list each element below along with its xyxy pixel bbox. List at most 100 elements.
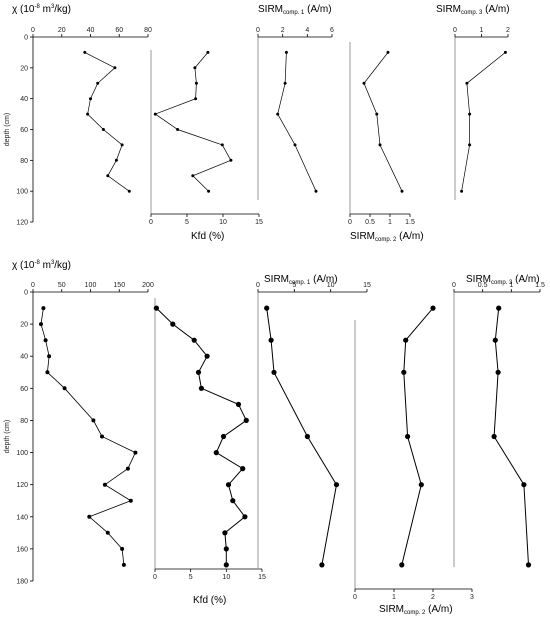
- data-point: [333, 482, 340, 488]
- data-point: [229, 158, 233, 162]
- data-point: [87, 514, 92, 519]
- x-tick-label: 2: [431, 594, 435, 601]
- x-tick-label: 1.5: [535, 282, 545, 289]
- depth-tick-label: 140: [16, 514, 28, 521]
- data-point: [39, 322, 43, 327]
- x-axis-title: SIRMcomp. 2 (A/m): [350, 231, 424, 243]
- x-tick-label: 150: [113, 282, 125, 289]
- x-tick-label: 200: [142, 282, 154, 289]
- data-point: [194, 97, 198, 101]
- data-point: [120, 546, 125, 551]
- x-tick-label: 5: [292, 282, 296, 289]
- depth-tick-label: 180: [16, 579, 28, 586]
- series-line: [154, 52, 232, 192]
- x-tick-label: 3: [470, 594, 474, 601]
- data-point: [220, 433, 227, 440]
- series-line: [461, 52, 506, 192]
- x-tick-label: 20: [58, 27, 66, 34]
- data-point: [468, 112, 472, 116]
- data-point: [41, 306, 46, 311]
- x-tick-label: 1.5: [405, 219, 415, 226]
- x-tick-label: 0.5: [365, 219, 375, 226]
- data-point: [223, 546, 229, 552]
- data-point: [213, 450, 219, 456]
- depth-tick-label: 0: [24, 35, 28, 42]
- data-point: [399, 562, 405, 568]
- data-point: [401, 369, 407, 375]
- data-point: [521, 482, 527, 488]
- x-tick-label: 4: [305, 27, 309, 34]
- data-point: [191, 174, 195, 178]
- x-tick-label: 0: [153, 574, 157, 581]
- data-point: [525, 562, 532, 568]
- depth-tick-label: 100: [16, 450, 28, 457]
- data-point: [47, 354, 52, 359]
- depth-tick-label: 20: [20, 65, 28, 72]
- depth-tick-label: 40: [20, 96, 28, 103]
- series-line: [277, 52, 317, 192]
- x-tick-label: 0: [353, 594, 357, 601]
- data-point: [242, 514, 248, 520]
- data-point: [491, 433, 497, 440]
- data-point: [243, 417, 249, 423]
- data-point: [105, 530, 110, 535]
- depth-axis-label: depth (cm): [4, 420, 11, 453]
- data-point: [400, 189, 404, 193]
- x-axis-title: Kfd (%): [193, 595, 226, 606]
- data-point: [283, 81, 287, 85]
- data-point: [89, 97, 92, 101]
- data-point: [362, 81, 366, 85]
- data-point: [235, 401, 242, 407]
- data-point: [106, 174, 110, 178]
- depth-tick-label: 160: [16, 546, 28, 553]
- data-point: [114, 158, 118, 162]
- data-point: [101, 128, 105, 131]
- x-tick-label: 100: [85, 282, 97, 289]
- data-point: [319, 562, 325, 568]
- x-tick-label: 15: [255, 219, 263, 226]
- x-axis-title: SIRMcomp. 1 (A/m): [258, 4, 332, 16]
- data-point: [191, 337, 197, 343]
- depth-tick-label: 80: [20, 418, 28, 425]
- data-point: [83, 50, 87, 54]
- x-axis-title: SIRMcomp. 3 (A/m): [466, 274, 540, 286]
- data-point: [386, 50, 390, 54]
- depth-tick-label: 60: [20, 127, 28, 134]
- data-point: [176, 128, 180, 131]
- x-axis-title: χ (10-8 m3/kg): [12, 260, 71, 271]
- data-point: [96, 81, 100, 85]
- x-tick-label: 60: [115, 27, 123, 34]
- depth-axis-label: depth (cm): [4, 113, 11, 146]
- data-point: [496, 305, 502, 311]
- x-tick-label: 0: [452, 282, 456, 289]
- data-point: [193, 66, 197, 70]
- data-point: [220, 143, 224, 147]
- data-point: [127, 189, 131, 193]
- x-tick-label: 0: [453, 27, 457, 34]
- data-point: [204, 353, 210, 359]
- data-point: [468, 143, 472, 147]
- x-tick-label: 0.5: [478, 282, 488, 289]
- x-tick-label: 10: [219, 219, 227, 226]
- x-axis-title: Kfd (%): [191, 231, 224, 242]
- data-point: [271, 369, 277, 375]
- x-tick-label: 5: [185, 219, 189, 226]
- data-point: [492, 337, 498, 343]
- depth-tick-label: 120: [16, 482, 28, 489]
- data-point: [268, 337, 274, 343]
- data-point: [100, 434, 104, 439]
- x-axis-title: SIRMcomp. 2 (A/m): [379, 604, 453, 616]
- x-tick-label: 0: [348, 219, 352, 226]
- data-point: [222, 530, 228, 536]
- data-point: [465, 81, 469, 85]
- series-line: [363, 52, 403, 192]
- x-tick-label: 0: [149, 219, 153, 226]
- depth-tick-label: 60: [20, 386, 28, 393]
- data-point: [264, 305, 270, 311]
- x-tick-label: 5: [189, 574, 193, 581]
- series-line: [156, 307, 247, 565]
- data-point: [91, 418, 96, 423]
- series-line: [40, 308, 136, 565]
- data-point: [304, 433, 310, 440]
